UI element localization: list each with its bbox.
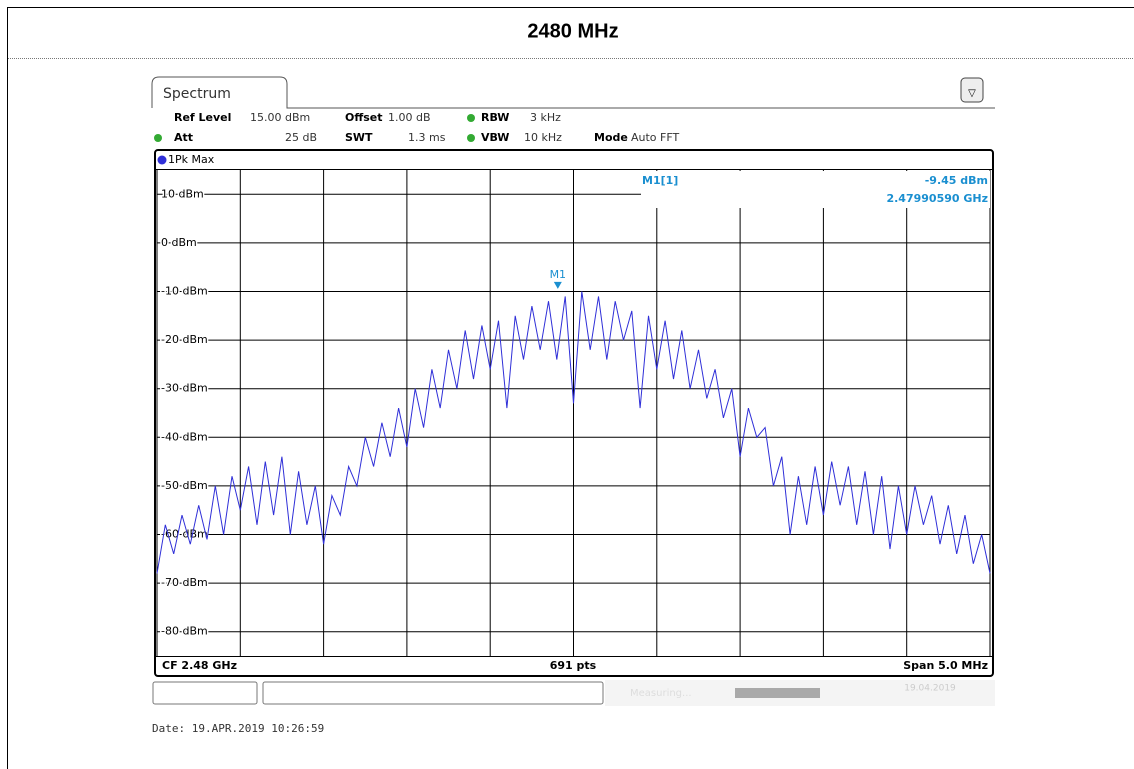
y-tick-label: -10 dBm [161,285,208,298]
setting-label: Mode [594,131,628,144]
setting-value: 3 kHz [530,111,561,124]
marker-box [641,171,990,208]
y-tick-label: -70 dBm [161,576,208,589]
trace [156,291,991,574]
status-dot [467,114,475,122]
y-tick-label: 0 dBm [161,236,197,249]
setting-value: 1.00 dB [388,111,431,124]
tab [151,76,995,109]
setting-label: Ref Level [174,111,231,124]
y-tick-label: -60 dBm [161,528,208,541]
y-tick-label: -20 dBm [161,333,208,346]
setting-label: VBW [481,131,509,144]
setting-value: 1.3 ms [408,131,446,144]
status-date: 19.04.2019 [904,684,956,694]
marker-name: M1[1] [642,174,678,187]
setting-value: 15.00 dBm [250,111,310,124]
trace-label: 1Pk Max [168,153,215,166]
y-tick-label: 10 dBm [161,187,204,200]
setting-label: SWT [345,131,373,144]
status-text: Measuring... [630,688,692,699]
marker-value: -9.45 dBm [925,174,988,187]
status-dot [154,134,162,142]
trace-dot [157,155,167,165]
date: Date: 19.APR.2019 10:26:59 [152,722,324,735]
icon-glyph: ▽ [968,88,976,99]
plot: 10 dBm 0 dBm -10 dBm -20 dBm -30 dBm -40 dBm -… [156,170,991,656]
title: 2480 MHz [527,20,618,42]
icon [960,77,984,103]
status-dot [467,134,475,142]
y-tick-label: -40 dBm [161,430,208,443]
marker [553,281,562,289]
footer-right: Span 5.0 MHz [903,659,988,672]
footer-left: CF 2.48 GHz [162,659,237,672]
y-tick-label: -80 dBm [161,625,208,638]
footer-center: 691 pts [550,659,597,672]
marker-x: 2.47990590 GHz [886,192,988,205]
setting-value: 25 dB [285,131,317,144]
setting-label: Offset [345,111,383,124]
marker-label: M1 [550,268,567,281]
y-tick-label: -30 dBm [161,382,208,395]
progress [735,688,820,698]
tab-label: Spectrum [163,86,231,102]
setting-value: Auto FFT [631,131,679,144]
status-field [262,681,604,705]
y-tick-label: -50 dBm [161,479,208,492]
status-field [152,681,258,705]
setting-label: RBW [481,111,509,124]
setting-label: Att [174,131,193,144]
setting-value: 10 kHz [524,131,562,144]
